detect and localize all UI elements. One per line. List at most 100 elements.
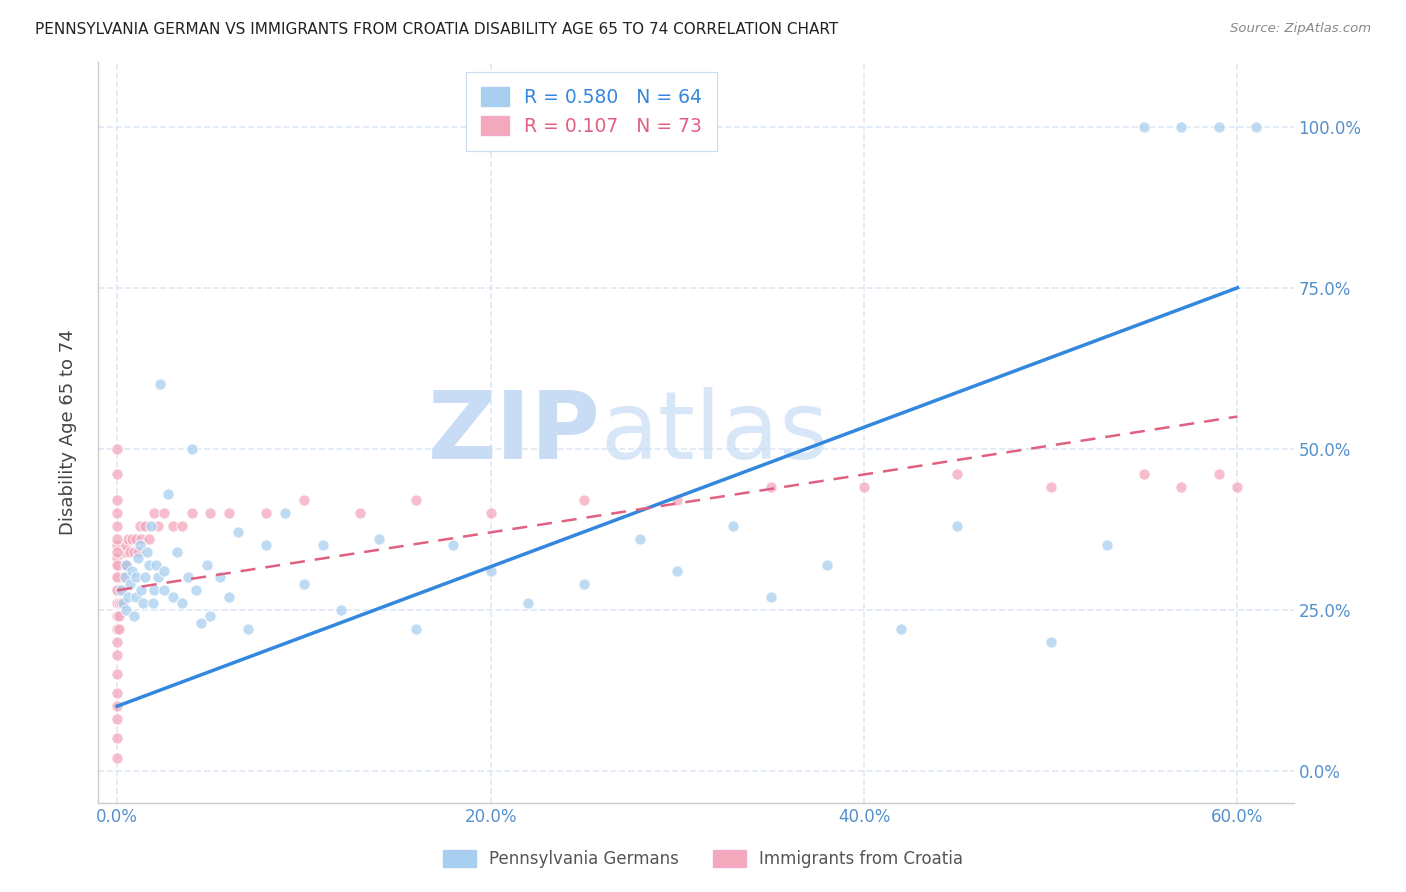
Point (759, 480, 782, 494)
Point (190, 615, 212, 630)
Point (152, 583, 174, 598)
Point (105, 570, 128, 584)
Point (120, 577, 142, 591)
Point (105, 570, 128, 584)
Point (256, 538, 278, 552)
Point (117, 532, 139, 546)
Point (114, 570, 136, 584)
Point (184, 583, 207, 598)
Point (256, 506, 278, 520)
Point (142, 596, 165, 610)
Point (120, 545, 142, 559)
Point (195, 558, 218, 572)
Point (105, 596, 128, 610)
Point (127, 545, 149, 559)
Point (162, 590, 184, 604)
Point (134, 570, 156, 584)
Point (1039, 480, 1062, 494)
Point (105, 558, 128, 572)
Point (105, 506, 128, 520)
Point (131, 583, 153, 598)
Point (1244, 120, 1267, 134)
Point (479, 506, 502, 520)
Point (105, 583, 128, 598)
Y-axis label: Disability Age 65 to 74: Disability Age 65 to 74 (59, 330, 77, 535)
Point (105, 442, 128, 456)
Point (128, 519, 150, 533)
Point (105, 519, 128, 533)
Text: PENNSYLVANIA GERMAN VS IMMIGRANTS FROM CROATIA DISABILITY AGE 65 TO 74 CORRELATI: PENNSYLVANIA GERMAN VS IMMIGRANTS FROM C… (35, 22, 838, 37)
Point (110, 583, 132, 598)
Point (177, 570, 200, 584)
Point (108, 622, 131, 636)
Point (117, 590, 139, 604)
Point (108, 609, 131, 624)
Point (162, 519, 184, 533)
Point (110, 570, 132, 584)
Point (405, 622, 427, 636)
Point (628, 532, 651, 546)
Point (200, 609, 222, 624)
Point (1208, 120, 1230, 134)
Point (105, 545, 128, 559)
Point (121, 564, 143, 578)
Point (105, 609, 128, 624)
Point (145, 558, 167, 572)
Point (156, 487, 179, 501)
Point (815, 558, 838, 572)
Point (105, 635, 128, 649)
Point (218, 590, 240, 604)
Point (1133, 120, 1156, 134)
Point (143, 583, 166, 598)
Point (108, 570, 131, 584)
Point (125, 570, 148, 584)
Point (152, 506, 174, 520)
Point (149, 377, 172, 392)
Point (105, 538, 128, 552)
Point (666, 564, 689, 578)
Point (723, 519, 745, 533)
Point (105, 648, 128, 662)
Legend: R = 0.580   N = 64, R = 0.107   N = 73: R = 0.580 N = 64, R = 0.107 N = 73 (467, 72, 717, 151)
Point (208, 570, 231, 584)
Point (180, 442, 202, 456)
Point (274, 506, 297, 520)
Point (128, 538, 150, 552)
Point (148, 570, 170, 584)
Point (148, 519, 170, 533)
Point (292, 577, 315, 591)
Text: Source: ZipAtlas.com: Source: ZipAtlas.com (1230, 22, 1371, 36)
Point (122, 609, 145, 624)
Point (479, 564, 502, 578)
Point (139, 519, 162, 533)
Point (111, 558, 134, 572)
Point (1208, 467, 1230, 482)
Point (330, 602, 353, 616)
Legend: Pennsylvania Germans, Immigrants from Croatia: Pennsylvania Germans, Immigrants from Cr… (436, 843, 970, 875)
Point (134, 519, 156, 533)
Point (172, 596, 194, 610)
Point (1095, 538, 1118, 552)
Point (108, 558, 131, 572)
Point (349, 506, 371, 520)
Point (125, 532, 148, 546)
Point (132, 596, 155, 610)
Point (1039, 635, 1062, 649)
Point (110, 596, 132, 610)
Point (105, 750, 128, 764)
Point (143, 506, 166, 520)
Point (946, 467, 969, 482)
Point (166, 545, 188, 559)
Point (115, 558, 138, 572)
Point (200, 506, 222, 520)
Point (890, 622, 912, 636)
Point (311, 538, 333, 552)
Point (121, 532, 143, 546)
Point (516, 596, 538, 610)
Point (115, 602, 138, 616)
Point (115, 558, 138, 572)
Point (1170, 480, 1192, 494)
Point (108, 596, 131, 610)
Point (105, 622, 128, 636)
Point (236, 622, 259, 636)
